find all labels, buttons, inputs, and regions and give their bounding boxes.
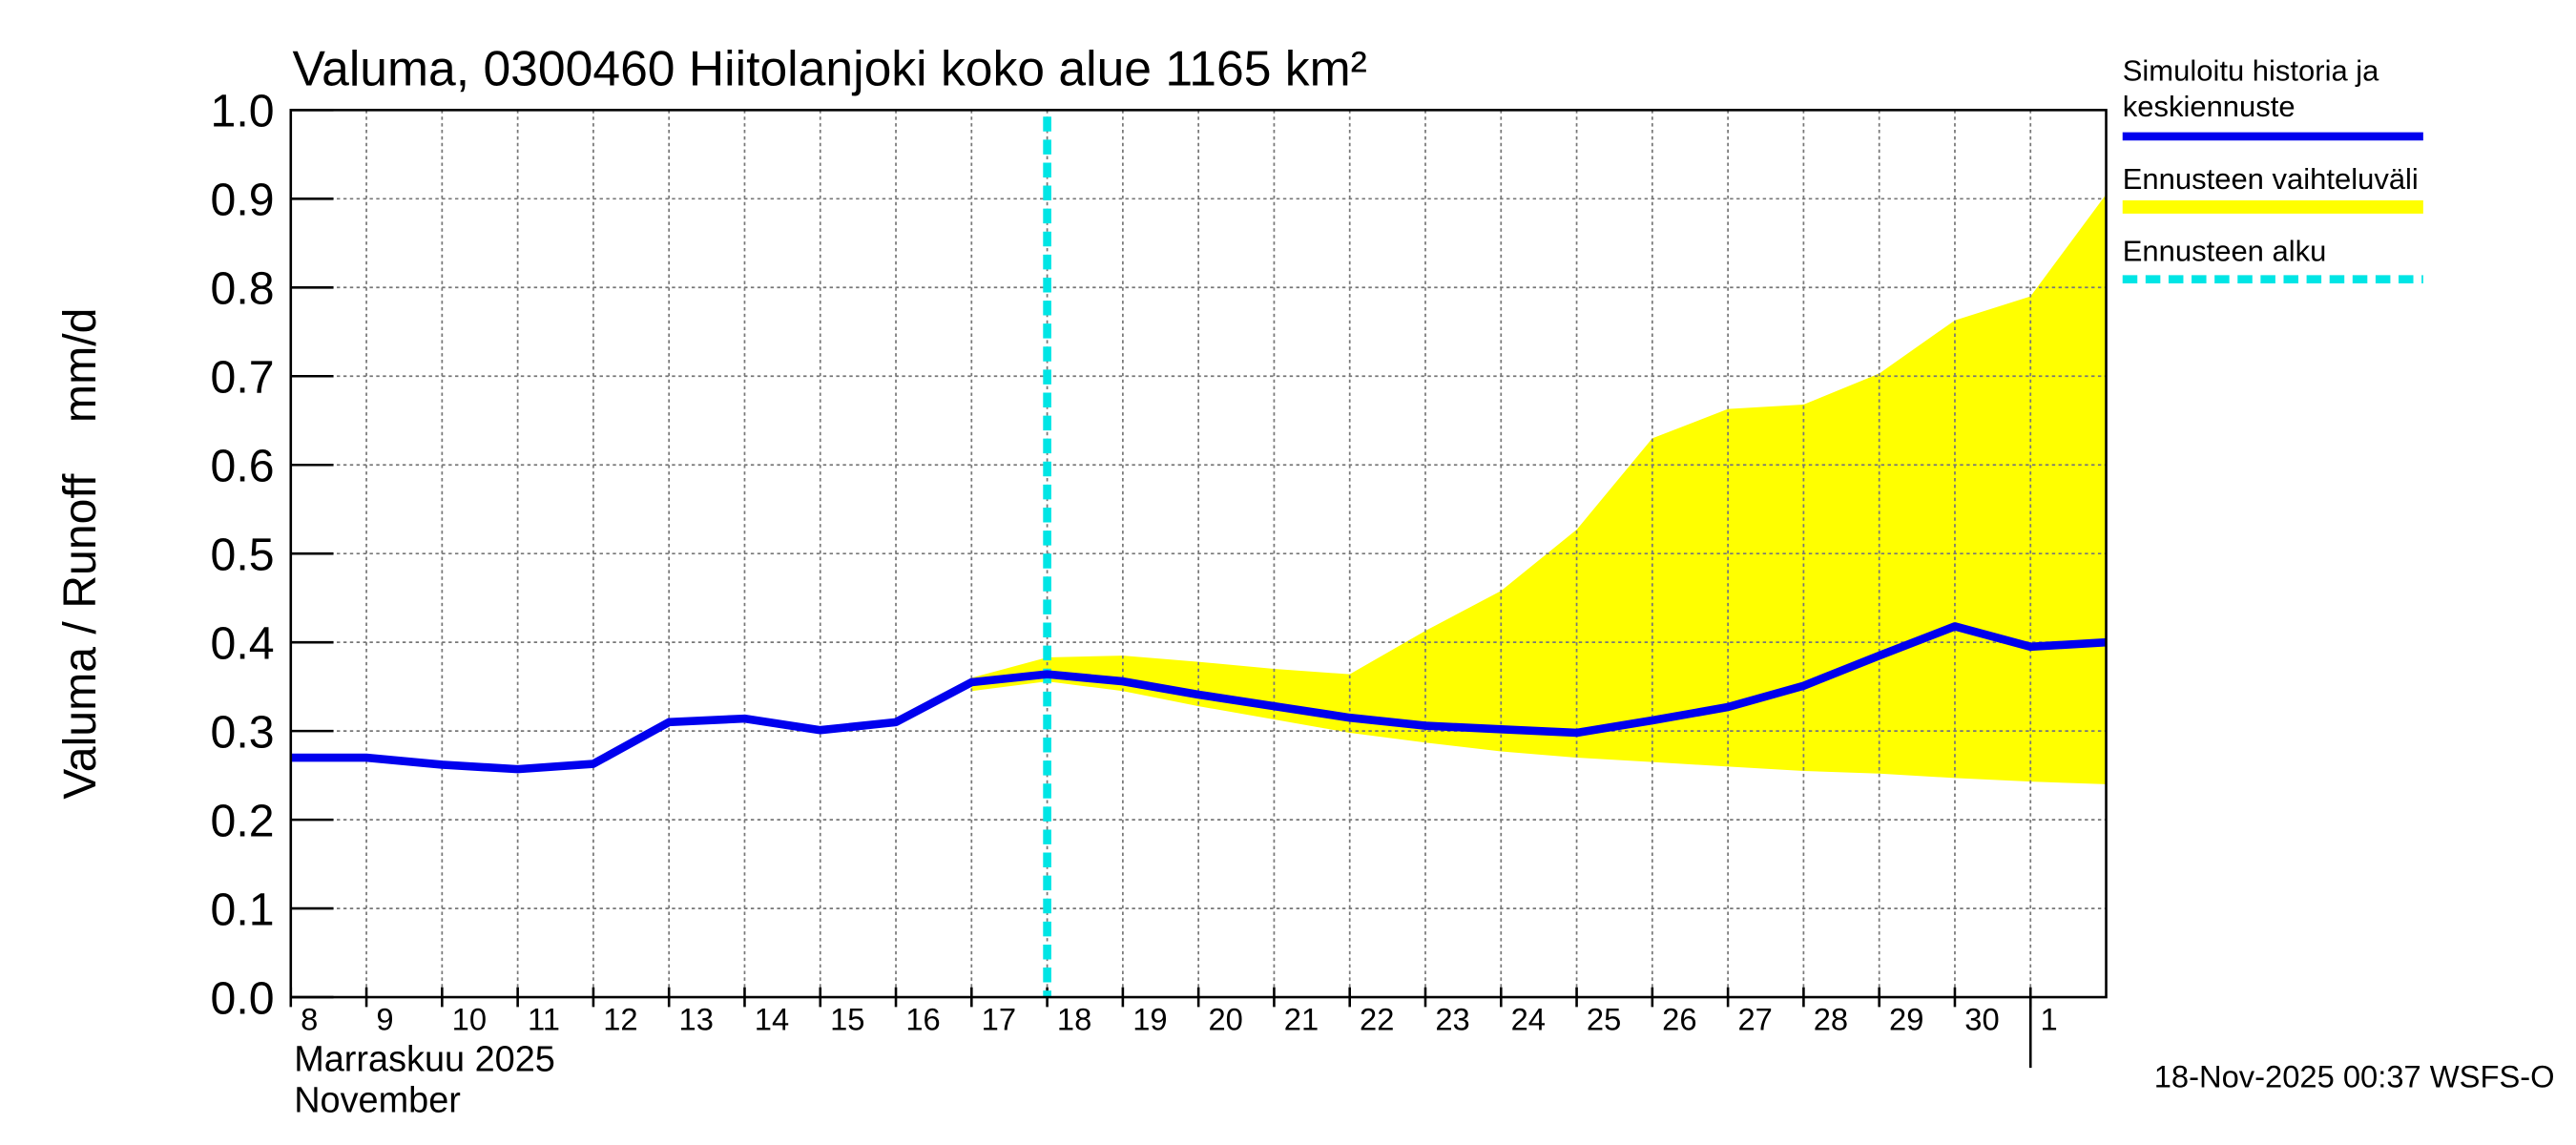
y-tick-label: 0.9 [211,175,275,226]
x-tick-label: 28 [1814,1001,1848,1036]
x-tick-label: 8 [301,1001,318,1036]
plot-frame [289,109,2108,999]
x-tick-label: 29 [1889,1001,1923,1036]
y-tick-label: 0.8 [211,263,275,315]
forecast-range [971,194,2107,784]
legend-label: Ennusteen alku [2123,235,2327,268]
x-tick-label: 25 [1587,1001,1621,1036]
chart-title: Valuma, 0300460 Hiitolanjoki koko alue 1… [293,41,1367,96]
x-tick-label: 1 [2041,1001,2058,1036]
x-tick-label: 14 [755,1001,789,1036]
footer: 18-Nov-2025 00:37 WSFS-O [2154,1059,2555,1094]
x-axis-label: Marraskuu 2025 [294,1040,555,1080]
x-tick-label: 16 [905,1001,940,1036]
x-tick-label: 9 [376,1001,393,1036]
x-tick-label: 18 [1057,1001,1091,1036]
x-tick-label: 10 [452,1001,487,1036]
legend-label: Simuloitu historia ja keskiennuste [2123,53,2379,123]
x-tick-label: 15 [830,1001,864,1036]
x-tick-label: 12 [603,1001,637,1036]
x-tick-label: 27 [1737,1001,1772,1036]
y-tick-label: 1.0 [211,86,275,137]
x-tick-label: 26 [1662,1001,1696,1036]
x-tick-label: 21 [1284,1001,1319,1036]
x-tick-label: 11 [528,1001,560,1036]
legend-label-line: Simuloitu historia ja [2123,53,2379,87]
y-tick-label: 0.5 [211,529,275,580]
y-tick-label: 0.6 [211,440,275,491]
y-tick-label: 0.0 [211,972,275,1024]
x-tick-label: 19 [1132,1001,1167,1036]
y-axis-label: Valuma / Runoff mm/d [54,308,106,800]
x-tick-label: 30 [1964,1001,1999,1036]
y-tick-label: 0.2 [211,795,275,846]
x-tick-label: 23 [1435,1001,1469,1036]
x-tick-label: 17 [982,1001,1016,1036]
x-tick-label: 13 [679,1001,714,1036]
series-line [290,622,2107,774]
x-axis-label: November [294,1081,461,1121]
y-tick-label: 0.1 [211,884,275,935]
x-tick-label: 24 [1511,1001,1546,1036]
y-tick-label: 0.7 [211,351,275,403]
x-tick-label: 22 [1360,1001,1394,1036]
x-tick-label: 20 [1208,1001,1242,1036]
y-tick-label: 0.3 [211,706,275,758]
legend-label-line: keskiennuste [2123,90,2296,123]
legend-label: Ennusteen vaihteluväli [2123,162,2419,196]
y-tick-label: 0.4 [211,617,275,669]
